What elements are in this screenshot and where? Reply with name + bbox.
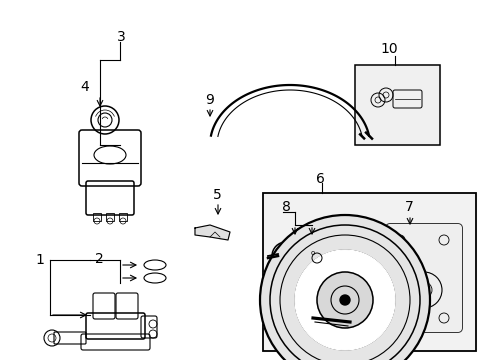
Text: 7: 7 xyxy=(404,200,413,214)
Bar xyxy=(263,193,475,351)
Circle shape xyxy=(339,295,349,305)
Text: 2: 2 xyxy=(95,252,103,266)
Bar xyxy=(354,65,439,145)
Bar xyxy=(354,65,439,145)
Bar xyxy=(263,193,475,351)
Text: 8: 8 xyxy=(282,200,290,214)
Text: 3: 3 xyxy=(117,30,125,44)
Text: o: o xyxy=(310,250,314,256)
Text: 5: 5 xyxy=(213,188,221,202)
Bar xyxy=(119,213,127,221)
Text: 1: 1 xyxy=(35,253,44,267)
Circle shape xyxy=(294,250,394,350)
FancyBboxPatch shape xyxy=(385,224,461,332)
Bar xyxy=(106,213,114,221)
Text: 9: 9 xyxy=(204,93,213,107)
Text: 6: 6 xyxy=(315,172,324,186)
Text: 4: 4 xyxy=(80,80,88,94)
Bar xyxy=(93,213,101,221)
Polygon shape xyxy=(195,225,229,240)
Circle shape xyxy=(260,215,429,360)
Circle shape xyxy=(316,272,372,328)
Text: 10: 10 xyxy=(379,42,397,56)
